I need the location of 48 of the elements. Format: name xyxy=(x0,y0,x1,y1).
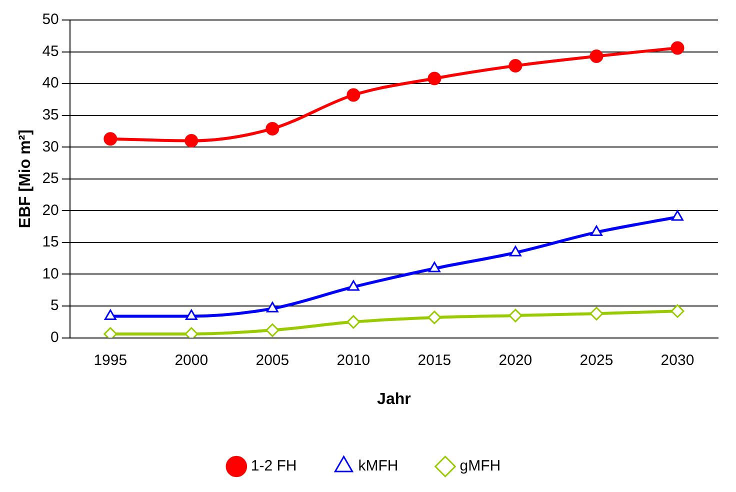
point xyxy=(508,59,522,73)
y-tick-label: 30 xyxy=(42,138,59,156)
point xyxy=(347,280,360,291)
y-tick-label: 40 xyxy=(42,74,59,92)
point xyxy=(672,210,684,221)
x-tick-label: 2010 xyxy=(336,352,370,369)
point xyxy=(184,327,198,338)
point xyxy=(185,309,198,320)
y-tick-label: 15 xyxy=(42,234,59,251)
point xyxy=(346,88,360,102)
x-tick-label: 2005 xyxy=(256,352,290,369)
y-tick-label: 50 xyxy=(42,11,59,28)
y-tick-label: 25 xyxy=(42,170,59,188)
y-tick-label: 5 xyxy=(50,297,59,314)
point xyxy=(590,49,604,63)
point xyxy=(510,246,522,256)
point xyxy=(104,309,116,320)
point xyxy=(670,304,684,318)
point xyxy=(508,308,522,322)
x-tick-label: 2015 xyxy=(418,352,452,369)
y-axis-title: EBF [Mio m²] xyxy=(17,130,34,228)
x-tick-label: 2020 xyxy=(498,352,532,369)
y-tick-label: 10 xyxy=(42,265,59,282)
point xyxy=(266,302,278,312)
legend-label: kMFH xyxy=(358,458,398,475)
x-tick-label: 2000 xyxy=(174,352,208,369)
legend-label: gMFH xyxy=(460,458,501,475)
y-tick-label: 0 xyxy=(50,328,59,346)
point xyxy=(184,134,198,148)
y-tick-label: 35 xyxy=(42,106,59,124)
x-tick-label: 1995 xyxy=(94,352,128,369)
point xyxy=(428,310,442,324)
point xyxy=(104,132,118,146)
point xyxy=(266,323,280,337)
point xyxy=(590,306,604,320)
point xyxy=(670,41,684,55)
legend-label: 1-2 FH xyxy=(250,458,297,475)
y-tick-label: 20 xyxy=(42,202,59,219)
point xyxy=(590,226,602,236)
x-axis-title: Jahr xyxy=(377,390,411,408)
y-tick-label: 45 xyxy=(42,42,59,60)
x-tick-label: 2030 xyxy=(660,352,694,369)
point xyxy=(428,72,442,86)
point xyxy=(266,122,280,136)
point xyxy=(104,327,118,338)
point xyxy=(346,315,360,329)
point xyxy=(428,262,440,272)
x-tick-label: 2025 xyxy=(580,352,614,369)
